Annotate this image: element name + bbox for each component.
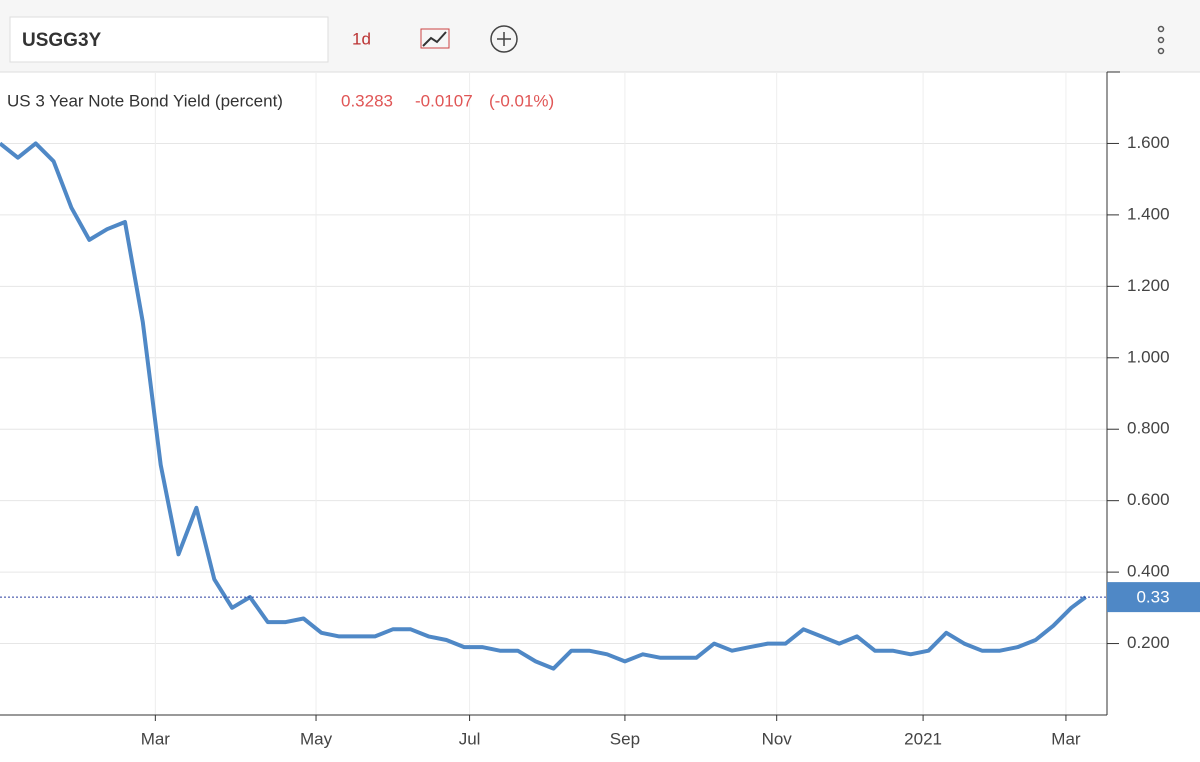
grid <box>0 72 1107 715</box>
x-tick-label: Nov <box>762 729 793 748</box>
period-button[interactable]: 1d <box>352 29 371 48</box>
y-tick-label: 0.200 <box>1127 633 1170 652</box>
symbol-input[interactable] <box>9 16 329 63</box>
price-tag-label: 0.33 <box>1136 588 1169 607</box>
chart-type-button[interactable] <box>422 31 447 47</box>
y-tick-label: 0.400 <box>1127 562 1170 581</box>
add-icon <box>497 32 511 46</box>
menu-button[interactable] <box>1157 25 1165 55</box>
x-tick-label: Mar <box>141 729 171 748</box>
x-tick-label: Mar <box>1051 729 1081 748</box>
y-tick-label: 1.000 <box>1127 347 1170 366</box>
y-tick-label: 0.800 <box>1127 419 1170 438</box>
chart-title: US 3 Year Note Bond Yield (percent) <box>7 91 283 110</box>
last-value: 0.3283 <box>341 91 393 110</box>
y-tick-label: 1.400 <box>1127 204 1170 223</box>
y-tick-label: 0.600 <box>1127 490 1170 509</box>
price-line <box>0 141 1087 671</box>
y-tick-label: 1.200 <box>1127 276 1170 295</box>
x-tick-label: 2021 <box>904 729 942 748</box>
add-button[interactable] <box>490 25 518 53</box>
y-tick-label: 1.600 <box>1127 133 1170 152</box>
x-tick-label: Sep <box>610 729 640 748</box>
x-tick-label: Jul <box>459 729 481 748</box>
x-tick-label: May <box>300 729 333 748</box>
chart-type-frame <box>420 28 450 49</box>
price-tag <box>1107 582 1200 613</box>
change: -0.0107 <box>415 91 473 110</box>
change-percent: (-0.01%) <box>489 91 554 110</box>
symbol: USGG3Y <box>22 30 102 51</box>
